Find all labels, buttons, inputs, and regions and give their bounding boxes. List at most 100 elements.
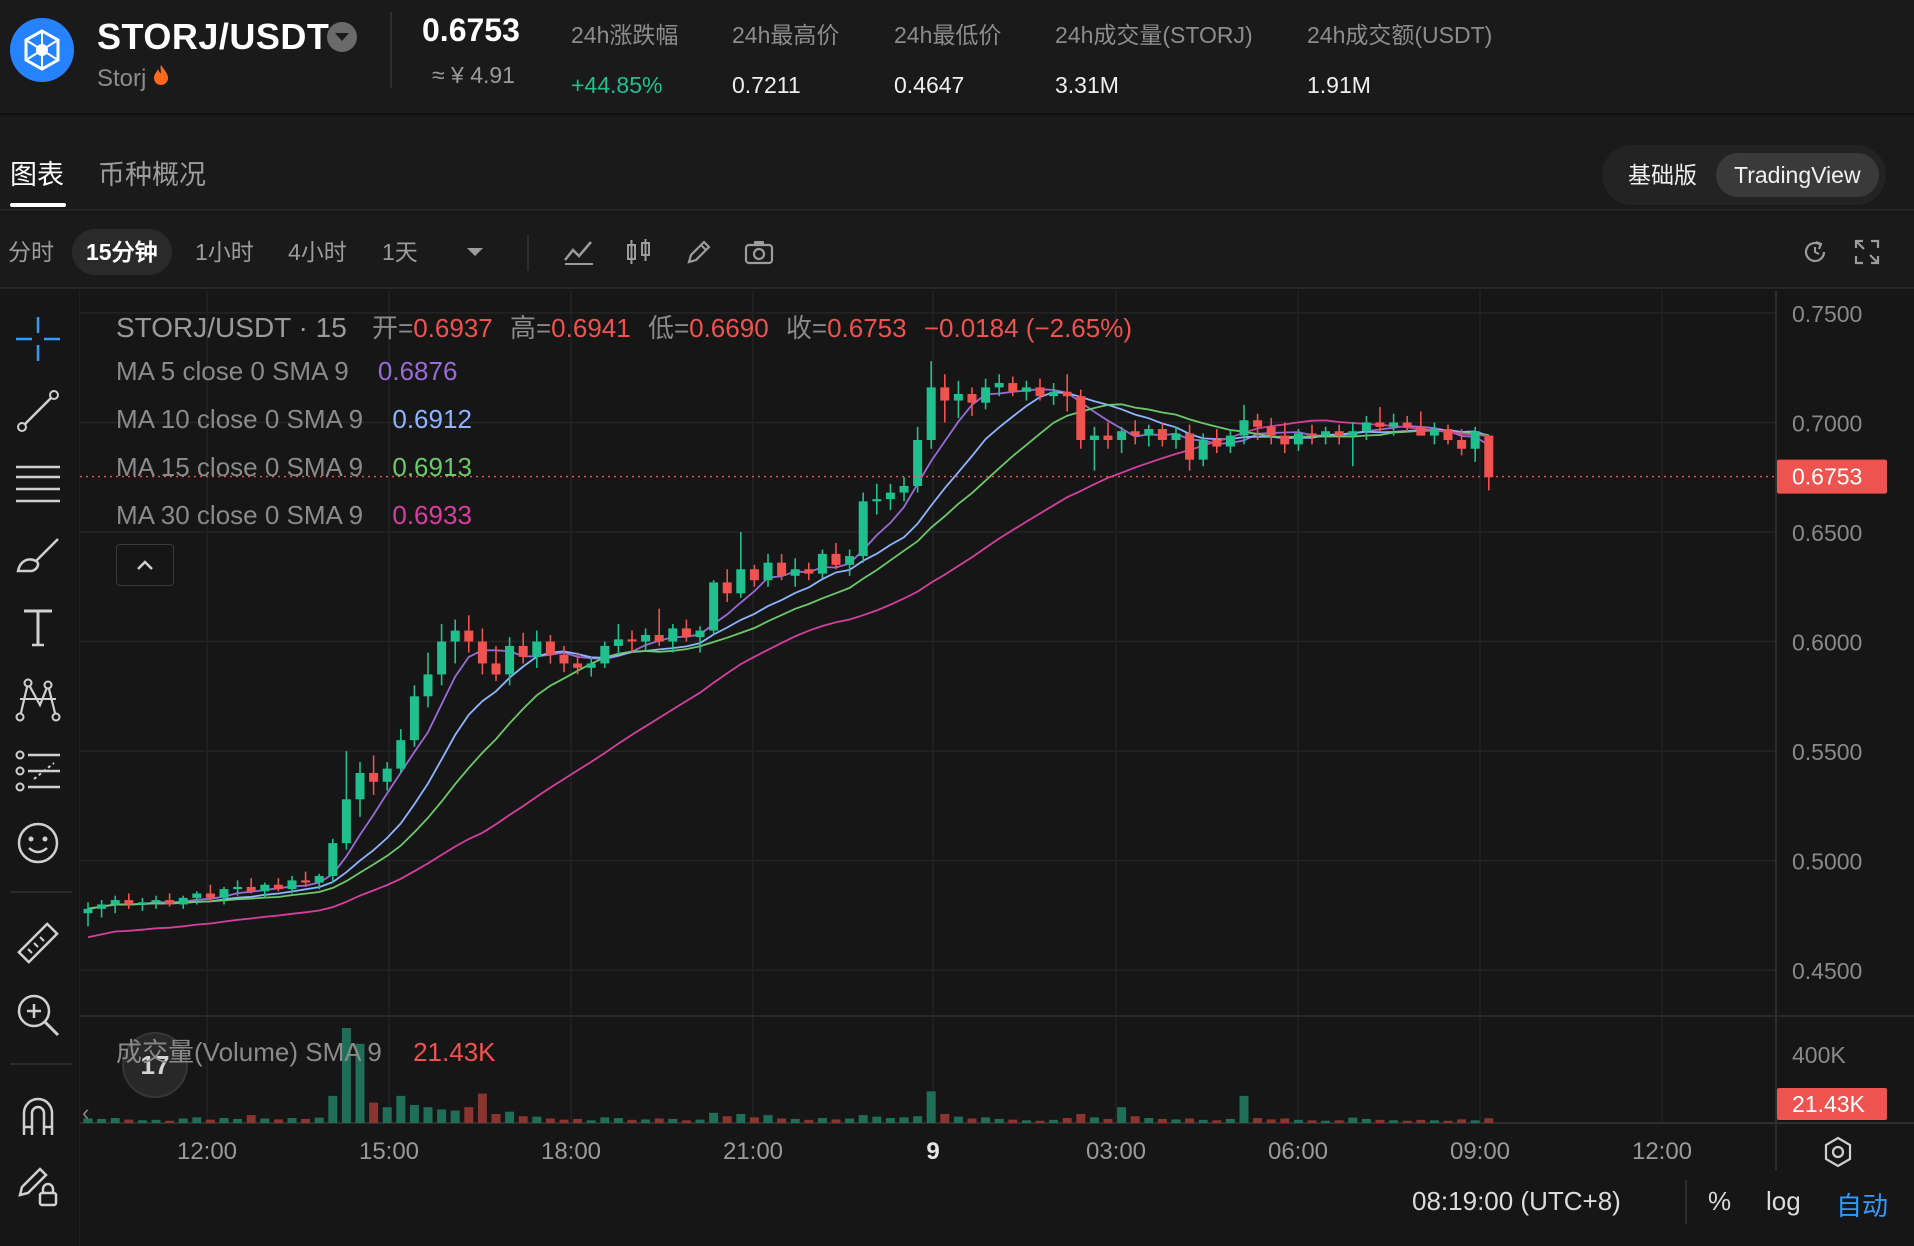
interval-4h[interactable]: 4小时 (288, 239, 347, 265)
tab-underline (10, 203, 66, 207)
candle-body (953, 393, 963, 401)
pair-title[interactable]: STORJ/USDT (97, 16, 330, 57)
candle-body (1348, 431, 1358, 436)
mode-basic-button[interactable]: 基础版 (1628, 162, 1697, 188)
price-chart[interactable]: 0.7500 0.7000 0.6500 0.6000 0.5500 0.5000 0.45… (80, 291, 1914, 1170)
interval-1d[interactable]: 1天 (382, 239, 418, 265)
volume-bar (464, 1107, 474, 1123)
volume-bar (1062, 1118, 1072, 1123)
fullscreen-icon[interactable] (1848, 233, 1886, 271)
stat-label: 24h成交额(USDT) (1307, 22, 1493, 48)
magnet-icon[interactable] (10, 1087, 66, 1143)
pair-dropdown-icon[interactable] (327, 22, 357, 52)
ma-legend-item[interactable]: MA 30 close 0 SMA 9 0.6933 (116, 500, 472, 531)
volume-bar (355, 1043, 365, 1123)
stat-label: 24h涨跌幅 (571, 22, 679, 48)
volume-bar (994, 1118, 1004, 1123)
crosshair-icon[interactable] (10, 311, 66, 367)
chart-settings-icon[interactable] (1820, 1134, 1856, 1170)
scroll-left-icon[interactable]: ‹ (82, 1100, 90, 1125)
candle-body (273, 884, 283, 890)
volume-last-tag (1777, 1088, 1887, 1120)
volume-bar (627, 1119, 637, 1123)
candle-body (722, 582, 732, 594)
interval-1h[interactable]: 1小时 (195, 239, 254, 265)
volume-bar (110, 1118, 120, 1123)
candle-body (1293, 433, 1303, 445)
trend-line-icon[interactable] (10, 383, 66, 439)
interval-15m[interactable]: 15分钟 (72, 229, 172, 275)
chart-type-icon[interactable] (620, 233, 658, 271)
volume-bar (1402, 1120, 1412, 1123)
visibility-icon[interactable] (10, 1221, 66, 1246)
volume-bar (804, 1119, 814, 1123)
volume-bar (913, 1116, 923, 1123)
candle-body (1103, 435, 1113, 440)
volume-bar (437, 1109, 447, 1123)
camera-icon[interactable] (740, 233, 778, 271)
volume-bar (382, 1107, 392, 1123)
lock-drawing-icon[interactable] (10, 1157, 66, 1213)
legend-collapse-button[interactable] (116, 544, 174, 586)
legend-symbol: STORJ/USDT · 15 (116, 312, 347, 343)
horizontal-lines-icon[interactable] (10, 455, 66, 511)
ruler-icon[interactable] (10, 915, 66, 971)
ma-legend-item[interactable]: MA 10 close 0 SMA 9 0.6912 (116, 404, 472, 435)
volume-bar (681, 1120, 691, 1123)
x-tick-label: 18:00 (541, 1138, 601, 1165)
candle-body (1457, 439, 1467, 449)
volume-bar (1212, 1120, 1222, 1123)
volume-bar (709, 1112, 719, 1123)
candle-body (1008, 383, 1018, 392)
candle-body (518, 645, 528, 657)
tab-chart[interactable]: 图表 (10, 160, 64, 190)
volume-bar (301, 1118, 311, 1123)
volume-legend[interactable]: 成交量(Volume) SMA 9 21.43K (116, 1032, 496, 1069)
log-scale-button[interactable]: log (1766, 1186, 1801, 1216)
tradingview-logo: 17 (122, 1032, 188, 1098)
ma-legend-item[interactable]: MA 15 close 0 SMA 9 0.6913 (116, 452, 472, 483)
ma-legend-item[interactable]: MA 5 close 0 SMA 9 0.6876 (116, 356, 457, 387)
draw-icon[interactable] (680, 233, 718, 271)
candle-body (491, 663, 501, 675)
text-tool-icon[interactable] (10, 599, 66, 655)
candle-body (260, 884, 270, 892)
zoom-in-icon[interactable] (10, 987, 66, 1043)
percent-scale-button[interactable]: % (1708, 1186, 1732, 1216)
candle-body (1416, 426, 1426, 436)
volume-bar (192, 1117, 202, 1123)
candle-body (1198, 439, 1208, 460)
mode-tradingview-button[interactable]: TradingView (1716, 153, 1879, 197)
volume-bar (124, 1119, 134, 1123)
tab-overview[interactable]: 币种概况 (98, 160, 206, 190)
candle-body (1253, 420, 1263, 427)
refresh-icon[interactable] (1796, 233, 1834, 271)
brush-icon[interactable] (10, 527, 66, 583)
volume-bar (314, 1117, 324, 1123)
volume-bar (219, 1118, 229, 1123)
volume-bar (1293, 1119, 1303, 1123)
ma-label: MA 5 close 0 SMA 9 (116, 356, 349, 386)
candle-body (1389, 422, 1399, 427)
volume-bar (1049, 1119, 1059, 1123)
candle-body (817, 553, 827, 574)
volume-bar (573, 1118, 583, 1123)
emoji-icon[interactable] (10, 815, 66, 871)
forecast-tool-icon[interactable] (10, 743, 66, 799)
candle-body (1130, 431, 1140, 436)
auto-scale-button[interactable]: 自动 (1836, 1191, 1889, 1221)
y-tick-label: 0.6500 (1792, 520, 1862, 546)
interval-more-icon[interactable] (456, 233, 494, 271)
volume-bar (1076, 1113, 1086, 1123)
volume-bar (287, 1118, 297, 1123)
candle-body (1117, 431, 1127, 440)
candle-body (1035, 387, 1045, 397)
volume-bar (491, 1113, 501, 1123)
indicator-icon[interactable] (560, 233, 598, 271)
x-tick-label: 12:00 (177, 1138, 237, 1165)
chart-toolbar: 分时 15分钟 1小时 4小时 1天 (0, 213, 1914, 289)
volume-bar (831, 1119, 841, 1123)
pattern-tool-icon[interactable] (10, 671, 66, 727)
interval-time[interactable]: 分时 (8, 239, 54, 265)
candle-body (559, 654, 569, 664)
